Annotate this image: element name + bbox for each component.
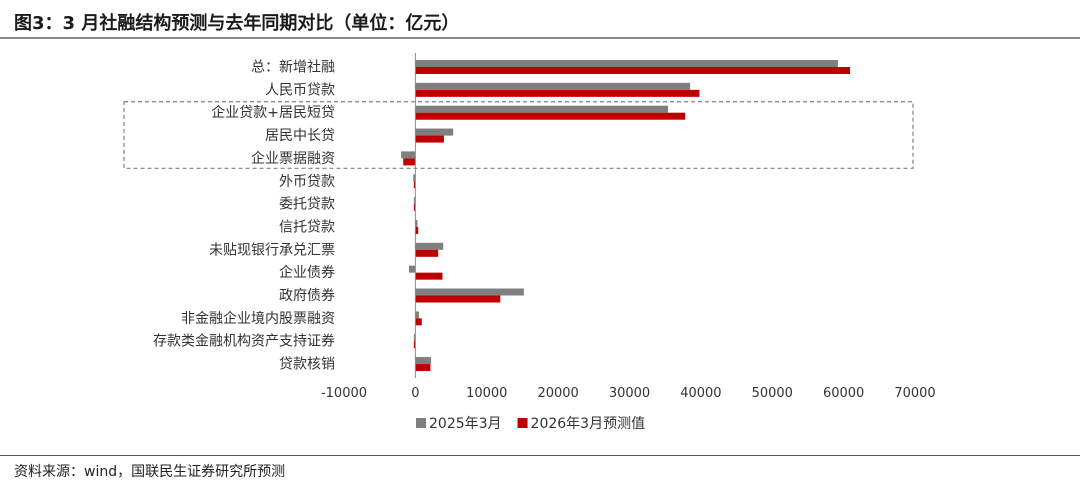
bar-2026-cat-4 (403, 158, 416, 166)
bar-2025-cat-8 (415, 242, 444, 250)
legend-group: 2025年3月 2026年3月预测值 (416, 416, 645, 432)
bar-2025-cat-12 (413, 334, 416, 342)
category-label-7: 信托贷款 (279, 219, 335, 235)
bar-2026-cat-13 (415, 364, 431, 372)
category-label-13: 贷款核销 (279, 357, 335, 373)
bar-2025-cat-0 (415, 60, 838, 67)
category-label-10: 政府债券 (279, 288, 335, 304)
title-divider (0, 37, 1080, 39)
legend-label-0: 2025年3月 (429, 416, 502, 432)
category-label-0: 总：新增社融 (251, 60, 335, 76)
highlight-dashed-box (123, 101, 914, 169)
category-label-2: 企业贷款+居民短贷 (211, 104, 335, 121)
bar-2025-cat-6 (413, 197, 416, 205)
x-tick-label-2: 10000 (466, 386, 507, 401)
bar-2025-cat-5 (413, 174, 416, 182)
category-label-12: 存款类金融机构资产支持证券 (153, 334, 335, 350)
bar-2026-cat-0 (415, 67, 851, 74)
x-tick-label-3: 20000 (537, 386, 578, 401)
bar-2026-cat-7 (415, 226, 419, 234)
source-note: 资料来源：wind，国联民生证券研究所预测 (14, 464, 286, 480)
bar-2026-cat-10 (415, 295, 501, 303)
category-label-9: 企业债券 (279, 264, 335, 281)
legend-swatch-0 (416, 418, 426, 428)
bar-2025-cat-13 (415, 357, 432, 365)
bar-2025-cat-4 (401, 151, 416, 159)
bar-2026-cat-6 (413, 204, 416, 212)
category-label-1: 人民币贷款 (265, 82, 335, 98)
chart-title: 图3：3 月社融结构预测与去年同期对比（单位：亿元） (14, 13, 460, 34)
category-label-11: 非金融企业境内股票融资 (181, 310, 335, 327)
bar-2025-cat-7 (415, 219, 418, 227)
tick-labels-group: -10000 0 10000 20000 30000 40000 50000 60000 700… (321, 386, 936, 401)
bar-2026-cat-3 (415, 135, 444, 143)
bar-2026-cat-9 (415, 272, 443, 280)
category-label-3: 居民中长贷 (265, 128, 335, 144)
category-label-4: 企业票据融资 (251, 150, 335, 167)
highlight-box-group (123, 101, 914, 169)
bar-2025-cat-3 (415, 128, 454, 136)
bar-2026-cat-8 (415, 249, 439, 257)
footer-divider (0, 455, 1080, 456)
category-labels-group: 总：新增社融人民币贷款企业贷款+居民短贷居民中长贷企业票据融资外币贷款委托贷款信… (153, 60, 335, 373)
category-label-5: 外币贷款 (279, 174, 335, 190)
legend-label-1: 2026年3月预测值 (531, 416, 646, 432)
category-label-8: 未贴现银行承兑汇票 (209, 242, 335, 258)
bar-2026-cat-12 (413, 341, 416, 349)
x-tick-label-8: 70000 (894, 386, 935, 401)
bar-2026-cat-5 (413, 181, 416, 189)
bar-2026-cat-1 (415, 89, 700, 97)
bar-2025-cat-9 (408, 265, 416, 273)
x-tick-label-4: 30000 (609, 386, 650, 401)
x-tick-label-5: 40000 (680, 386, 721, 401)
x-tick-label-7: 60000 (823, 386, 864, 401)
legend-swatch-1 (517, 418, 528, 428)
x-tick-label-0: -10000 (321, 386, 367, 401)
bar-2026-cat-2 (415, 112, 686, 120)
bar-2025-cat-11 (415, 311, 419, 319)
bar-2025-cat-2 (415, 105, 669, 113)
bar-2025-cat-10 (415, 288, 524, 296)
bar-2026-cat-11 (415, 318, 422, 326)
x-tick-label-6: 50000 (752, 386, 793, 401)
bars-group (401, 60, 851, 372)
category-label-6: 委托贷款 (279, 197, 335, 213)
bar-2025-cat-1 (415, 82, 691, 90)
x-tick-label-1: 0 (411, 386, 419, 401)
